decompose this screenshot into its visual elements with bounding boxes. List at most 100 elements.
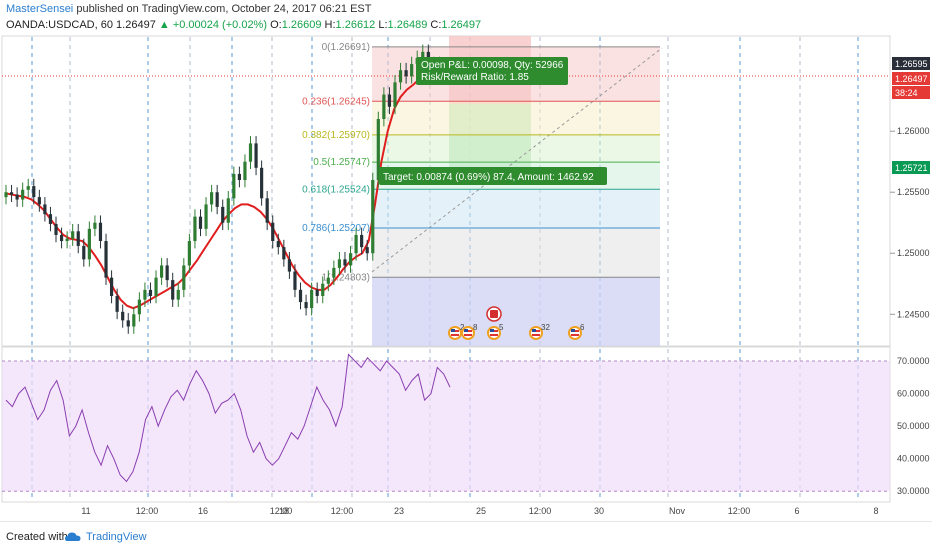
candle-body: [343, 259, 347, 266]
time-axis-label: 16: [198, 506, 208, 516]
price-badge: [892, 161, 930, 174]
candle-body: [71, 231, 75, 239]
candle-body: [226, 198, 230, 223]
publish-info: published on TradingView.com, October 24…: [76, 3, 372, 15]
candle-body: [326, 277, 330, 284]
author-link[interactable]: MasterSensei: [6, 3, 74, 15]
candle-body: [37, 197, 41, 205]
price-tick-label: 1.24500: [897, 309, 930, 319]
candle-body: [76, 231, 80, 246]
candle-body: [271, 222, 275, 242]
price-tick-label: 1.25500: [897, 187, 930, 197]
flag-canton: [464, 329, 468, 332]
candle-body: [254, 143, 258, 168]
open-pl-label: Open P&L: 0.00098, Qty: 52966: [421, 60, 564, 71]
time-axis-label: 6: [794, 506, 799, 516]
candle-body: [182, 265, 186, 290]
tradingview-brand-link[interactable]: TradingView: [86, 531, 147, 543]
candle-body: [59, 234, 64, 242]
rsi-line: [5, 353, 451, 483]
candle-body: [243, 161, 247, 181]
candlestick-series: [4, 44, 447, 334]
high-value: 1.26612: [335, 19, 376, 31]
candle-body: [159, 265, 164, 278]
flag-canton: [451, 329, 455, 332]
candle-body: [337, 259, 342, 268]
us-event-flag-icon[interactable]: 6: [568, 323, 585, 340]
fib-level-label: 0.786(1.25207): [302, 223, 370, 234]
candle-body: [154, 277, 158, 296]
candle-body: [137, 299, 141, 315]
fib-level-label: 1(1.24803): [322, 272, 370, 283]
time-axis-label: 30: [594, 506, 604, 516]
fib-zone: [372, 227, 660, 278]
flag-leaf: [490, 310, 498, 318]
risk-reward-label: Risk/Reward Ratio: 1.85: [421, 72, 529, 83]
fib-zone-extension: [372, 277, 660, 346]
candle-body: [310, 289, 314, 309]
candle-body: [143, 289, 147, 300]
fib-trendline[interactable]: [371, 47, 663, 273]
candle-body: [109, 277, 114, 296]
open-value: 1.26609: [281, 19, 322, 31]
fib-zone: [372, 101, 660, 135]
flag-stripe: [532, 334, 540, 336]
candle-body: [165, 265, 169, 281]
close-label: C:: [430, 19, 442, 31]
candle-body: [321, 283, 325, 296]
low-value: 1.26489: [387, 19, 428, 31]
candle-body: [382, 94, 386, 119]
candle-body: [298, 289, 303, 303]
ca-event-flag-icon[interactable]: [486, 306, 502, 322]
footer: Created with TradingView: [0, 521, 932, 551]
candle-body: [354, 234, 358, 254]
candle-body: [54, 223, 58, 235]
symbol-label[interactable]: OANDA:USDCAD, 60: [6, 19, 113, 31]
candle-body: [315, 289, 319, 296]
us-event-flag-icon[interactable]: 5: [487, 323, 504, 340]
fib-level-label: 0.236(1.26245): [302, 96, 370, 107]
flag-canton: [532, 329, 536, 332]
price-badge: [892, 57, 930, 70]
candle-body: [65, 238, 69, 242]
chart-header: MasterSensei published on TradingView.co…: [0, 0, 932, 34]
candle-body: [215, 192, 219, 207]
price-badge-label: 1.26595: [895, 59, 928, 69]
target-box: [379, 167, 607, 185]
candle-body: [93, 222, 97, 229]
candle-body: [210, 192, 214, 205]
candle-body: [4, 192, 8, 198]
price-tick-label: 1.25000: [897, 248, 930, 258]
us-event-flag-icon[interactable]: 8: [461, 323, 478, 340]
candle-body: [365, 247, 369, 254]
time-axis-label: 23: [394, 506, 404, 516]
price-tick-label: 1.26000: [897, 126, 930, 136]
chart-canvas[interactable]: 0(1.26691) 0.236(1.26245) 0.382(1.25970) 0.…: [0, 0, 932, 522]
flag-canton: [571, 329, 575, 332]
fib-level-label: 0.618(1.25524): [302, 184, 370, 195]
price-badge-label: 1.26497: [895, 74, 928, 84]
rsi-band: [2, 361, 890, 492]
candle-body: [237, 173, 241, 181]
candle-body: [360, 234, 364, 248]
candle-body: [21, 189, 25, 200]
us-event-flag-icon[interactable]: 2: [448, 323, 465, 340]
time-axis-label: 11: [81, 506, 90, 516]
price-badge-label: 38:24: [895, 88, 918, 98]
us-event-flag-icon[interactable]: 32: [529, 323, 550, 340]
created-with-label: Created with: [6, 531, 68, 543]
price-badge: [892, 72, 930, 85]
candle-body: [282, 247, 286, 260]
candle-body: [32, 186, 36, 198]
candle-body: [198, 216, 203, 229]
time-axis-label: 12:00: [331, 506, 354, 516]
flag-canton: [490, 329, 494, 332]
candle-body: [404, 70, 408, 77]
candle-body: [232, 173, 236, 199]
candle-body: [398, 70, 403, 83]
candle-body: [15, 194, 19, 200]
time-axis-label: 8: [873, 506, 878, 516]
fib-zone: [372, 134, 660, 163]
candle-body: [148, 289, 153, 296]
candle-body: [98, 222, 103, 242]
